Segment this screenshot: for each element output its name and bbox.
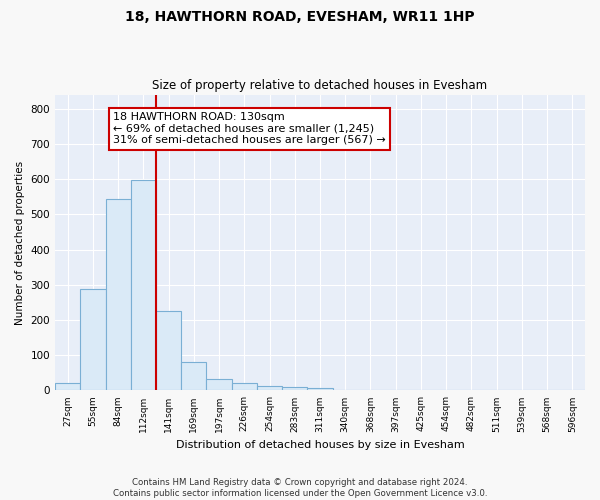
Bar xyxy=(307,388,332,390)
Bar xyxy=(232,382,257,390)
Text: Contains HM Land Registry data © Crown copyright and database right 2024.
Contai: Contains HM Land Registry data © Crown c… xyxy=(113,478,487,498)
Bar xyxy=(131,180,156,390)
Bar xyxy=(181,362,206,390)
Bar xyxy=(80,289,106,390)
Text: 18 HAWTHORN ROAD: 130sqm
← 69% of detached houses are smaller (1,245)
31% of sem: 18 HAWTHORN ROAD: 130sqm ← 69% of detach… xyxy=(113,112,386,146)
Y-axis label: Number of detached properties: Number of detached properties xyxy=(15,160,25,324)
Text: 18, HAWTHORN ROAD, EVESHAM, WR11 1HP: 18, HAWTHORN ROAD, EVESHAM, WR11 1HP xyxy=(125,10,475,24)
Bar xyxy=(206,379,232,390)
Bar xyxy=(282,387,307,390)
Bar xyxy=(106,199,131,390)
X-axis label: Distribution of detached houses by size in Evesham: Distribution of detached houses by size … xyxy=(176,440,464,450)
Title: Size of property relative to detached houses in Evesham: Size of property relative to detached ho… xyxy=(152,79,488,92)
Bar xyxy=(156,311,181,390)
Bar xyxy=(55,382,80,390)
Bar xyxy=(257,386,282,390)
